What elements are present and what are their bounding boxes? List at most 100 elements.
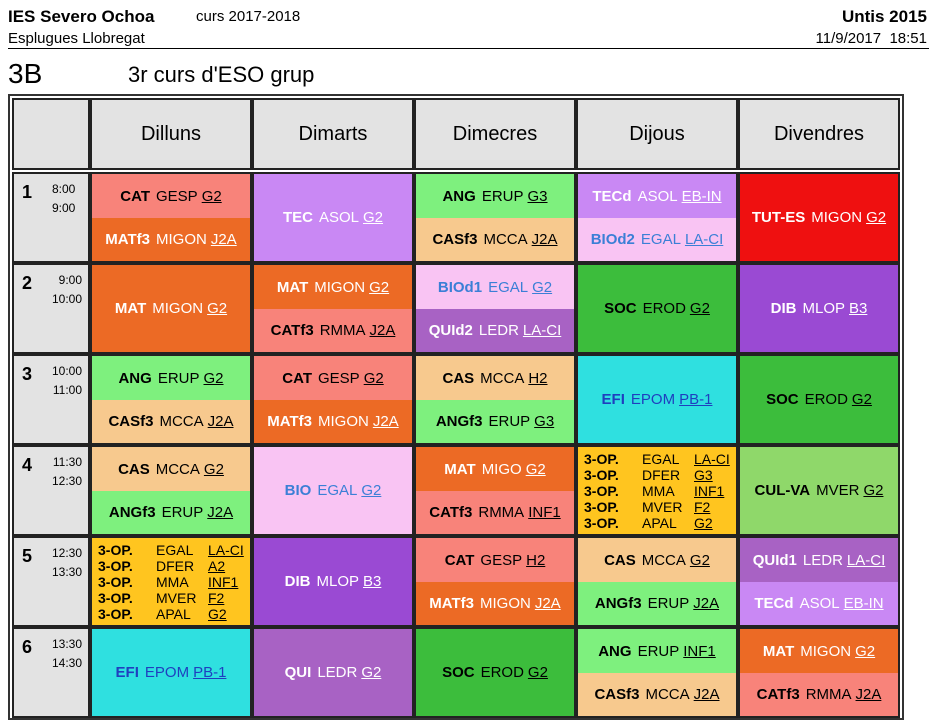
lesson-top[interactable]: CAS MCCA H2: [416, 356, 574, 400]
lesson-cell[interactable]: CAS MCCA H2 ANGf3 ERUP G3: [414, 354, 576, 445]
lesson-cell[interactable]: TECd ASOL EB-IN BIOd2 EGAL LA-CI: [576, 172, 738, 263]
option-row[interactable]: 3-OP. APAL G2: [584, 515, 730, 531]
lesson-bottom[interactable]: CASf3 MCCA J2A: [578, 673, 736, 716]
option-row[interactable]: 3-OP. DFER G3: [584, 467, 730, 483]
lesson-cell[interactable]: ANG ERUP G3 CASf3 MCCA J2A: [414, 172, 576, 263]
lesson[interactable]: SOC EROD G2: [416, 629, 574, 716]
lesson[interactable]: SOC EROD G2: [578, 265, 736, 352]
lesson-cell[interactable]: EFI EPOM PB-1: [90, 627, 252, 718]
lesson[interactable]: EFI EPOM PB-1: [92, 629, 250, 716]
option-row[interactable]: 3-OP. MVER F2: [584, 499, 730, 515]
lesson[interactable]: DIB MLOP B3: [254, 538, 412, 625]
lesson-cell[interactable]: ANG ERUP INF1 CASf3 MCCA J2A: [576, 627, 738, 718]
lesson-cell[interactable]: CUL-VA MVER G2: [738, 445, 900, 536]
room-code: G2: [363, 209, 384, 226]
lesson-bottom[interactable]: MATf3 MIGON J2A: [254, 400, 412, 443]
lesson-top[interactable]: MAT MIGON G2: [254, 265, 412, 309]
lesson-top[interactable]: MAT MIGO G2: [416, 447, 574, 491]
lesson-cell[interactable]: TUT-ES MIGON G2: [738, 172, 900, 263]
lesson-bottom[interactable]: CASf3 MCCA J2A: [416, 218, 574, 261]
lesson-top[interactable]: ANG ERUP G2: [92, 356, 250, 400]
lesson[interactable]: MAT MIGON G2: [92, 265, 250, 352]
lesson-bottom[interactable]: ANGf3 ERUP J2A: [92, 491, 250, 534]
teacher-code: LEDR: [478, 322, 519, 339]
option-row[interactable]: 3-OP. MMA INF1: [584, 483, 730, 499]
lesson-cell[interactable]: TEC ASOL G2: [252, 172, 414, 263]
room-code: G2: [532, 278, 553, 296]
teacher-code: MIGON: [318, 413, 369, 430]
room-code: G2: [369, 278, 390, 296]
lesson-cell[interactable]: 3-OP. EGAL LA-CI 3-OP. DFER G3 3-OP. MMA INF1 3-O…: [576, 445, 738, 536]
lesson-cell[interactable]: EFI EPOM PB-1: [576, 354, 738, 445]
lesson-bottom[interactable]: BIOd2 EGAL LA-CI: [578, 218, 736, 261]
lesson-top[interactable]: CAS MCCA G2: [92, 447, 250, 491]
option-row[interactable]: 3-OP. EGAL LA-CI: [98, 542, 244, 558]
option-row[interactable]: 3-OP. APAL G2: [98, 606, 244, 622]
lesson[interactable]: CUL-VA MVER G2: [740, 447, 898, 534]
lesson[interactable]: TUT-ES MIGON G2: [740, 174, 898, 261]
room-code: G3: [534, 413, 555, 430]
lesson[interactable]: EFI EPOM PB-1: [578, 356, 736, 443]
lesson-top[interactable]: CAT GESP G2: [92, 174, 250, 218]
lesson[interactable]: SOC EROD G2: [740, 356, 898, 443]
room-code: G2: [208, 606, 227, 622]
lesson-cell[interactable]: MAT MIGON G2: [90, 263, 252, 354]
day-header-dilluns: Dilluns: [90, 98, 252, 170]
teacher-code: RMMA: [319, 322, 366, 339]
lesson-bottom[interactable]: QUId2 LEDR LA-CI: [416, 309, 574, 352]
room-code: G2: [851, 391, 872, 408]
lesson-cell[interactable]: CAS MCCA G2 ANGf3 ERUP J2A: [90, 445, 252, 536]
option-row[interactable]: 3-OP. MVER F2: [98, 590, 244, 606]
teacher-code: ERUP: [488, 413, 531, 430]
lesson-cell[interactable]: SOC EROD G2: [738, 354, 900, 445]
lesson[interactable]: QUI LEDR G2: [254, 629, 412, 716]
lesson-top[interactable]: CAS MCCA G2: [578, 538, 736, 582]
teacher-code: MIGON: [152, 300, 204, 317]
lesson-cell[interactable]: CAS MCCA G2 ANGf3 ERUP J2A: [576, 536, 738, 627]
lesson[interactable]: TEC ASOL G2: [254, 174, 412, 261]
lesson-cell[interactable]: CAT GESP H2 MATf3 MIGON J2A: [414, 536, 576, 627]
lesson-cell[interactable]: SOC EROD G2: [576, 263, 738, 354]
teacher-code: ERUP: [161, 504, 204, 521]
lesson-bottom[interactable]: MATf3 MIGON J2A: [92, 218, 250, 261]
lesson-top[interactable]: CAT GESP G2: [254, 356, 412, 400]
lesson-cell[interactable]: 3-OP. EGAL LA-CI 3-OP. DFER A2 3-OP. MMA INF1 3-O…: [90, 536, 252, 627]
lesson-bottom[interactable]: TECd ASOL EB-IN: [740, 582, 898, 625]
lesson-cell[interactable]: QUI LEDR G2: [252, 627, 414, 718]
option-row[interactable]: 3-OP. DFER A2: [98, 558, 244, 574]
period-number: 4: [22, 455, 33, 475]
period-time: 13:30 14:30: [52, 635, 82, 673]
lesson-bottom[interactable]: CATf3 RMMA J2A: [740, 673, 898, 716]
lesson-cell[interactable]: QUId1 LEDR LA-CI TECd ASOL EB-IN: [738, 536, 900, 627]
lesson-bottom[interactable]: CATf3 RMMA INF1: [416, 491, 574, 534]
option-row[interactable]: 3-OP. MMA INF1: [98, 574, 244, 590]
option-row[interactable]: 3-OP. EGAL LA-CI: [584, 451, 730, 467]
lesson-top[interactable]: ANG ERUP INF1: [578, 629, 736, 673]
lesson-cell[interactable]: DIB MLOP B3: [738, 263, 900, 354]
lesson-cell[interactable]: MAT MIGON G2 CATf3 RMMA J2A: [252, 263, 414, 354]
lesson-cell[interactable]: CAT GESP G2 MATf3 MIGON J2A: [252, 354, 414, 445]
lesson-top[interactable]: MAT MIGON G2: [740, 629, 898, 673]
lesson-bottom[interactable]: ANGf3 ERUP G3: [416, 400, 574, 443]
lesson-cell[interactable]: MAT MIGO G2 CATf3 RMMA INF1: [414, 445, 576, 536]
lesson-top[interactable]: ANG ERUP G3: [416, 174, 574, 218]
lesson[interactable]: DIB MLOP B3: [740, 265, 898, 352]
lesson-bottom[interactable]: MATf3 MIGON J2A: [416, 582, 574, 625]
lesson-cell[interactable]: MAT MIGON G2 CATf3 RMMA J2A: [738, 627, 900, 718]
lesson-cell[interactable]: ANG ERUP G2 CASf3 MCCA J2A: [90, 354, 252, 445]
lesson-top[interactable]: QUId1 LEDR LA-CI: [740, 538, 898, 582]
lesson-cell[interactable]: CAT GESP G2 MATf3 MIGON J2A: [90, 172, 252, 263]
lesson-cell[interactable]: BIOd1 EGAL G2 QUId2 LEDR LA-CI: [414, 263, 576, 354]
subject-code: 3-OP.: [584, 515, 619, 531]
lesson-top[interactable]: CAT GESP H2: [416, 538, 574, 582]
teacher-code: MMA: [642, 483, 675, 499]
lesson-top[interactable]: TECd ASOL EB-IN: [578, 174, 736, 218]
lesson-cell[interactable]: BIO EGAL G2: [252, 445, 414, 536]
lesson-bottom[interactable]: CATf3 RMMA J2A: [254, 309, 412, 352]
lesson-cell[interactable]: DIB MLOP B3: [252, 536, 414, 627]
lesson-bottom[interactable]: CASf3 MCCA J2A: [92, 400, 250, 443]
lesson-cell[interactable]: SOC EROD G2: [414, 627, 576, 718]
lesson-bottom[interactable]: ANGf3 ERUP J2A: [578, 582, 736, 625]
lesson-top[interactable]: BIOd1 EGAL G2: [416, 265, 574, 309]
lesson[interactable]: BIO EGAL G2: [254, 447, 412, 534]
